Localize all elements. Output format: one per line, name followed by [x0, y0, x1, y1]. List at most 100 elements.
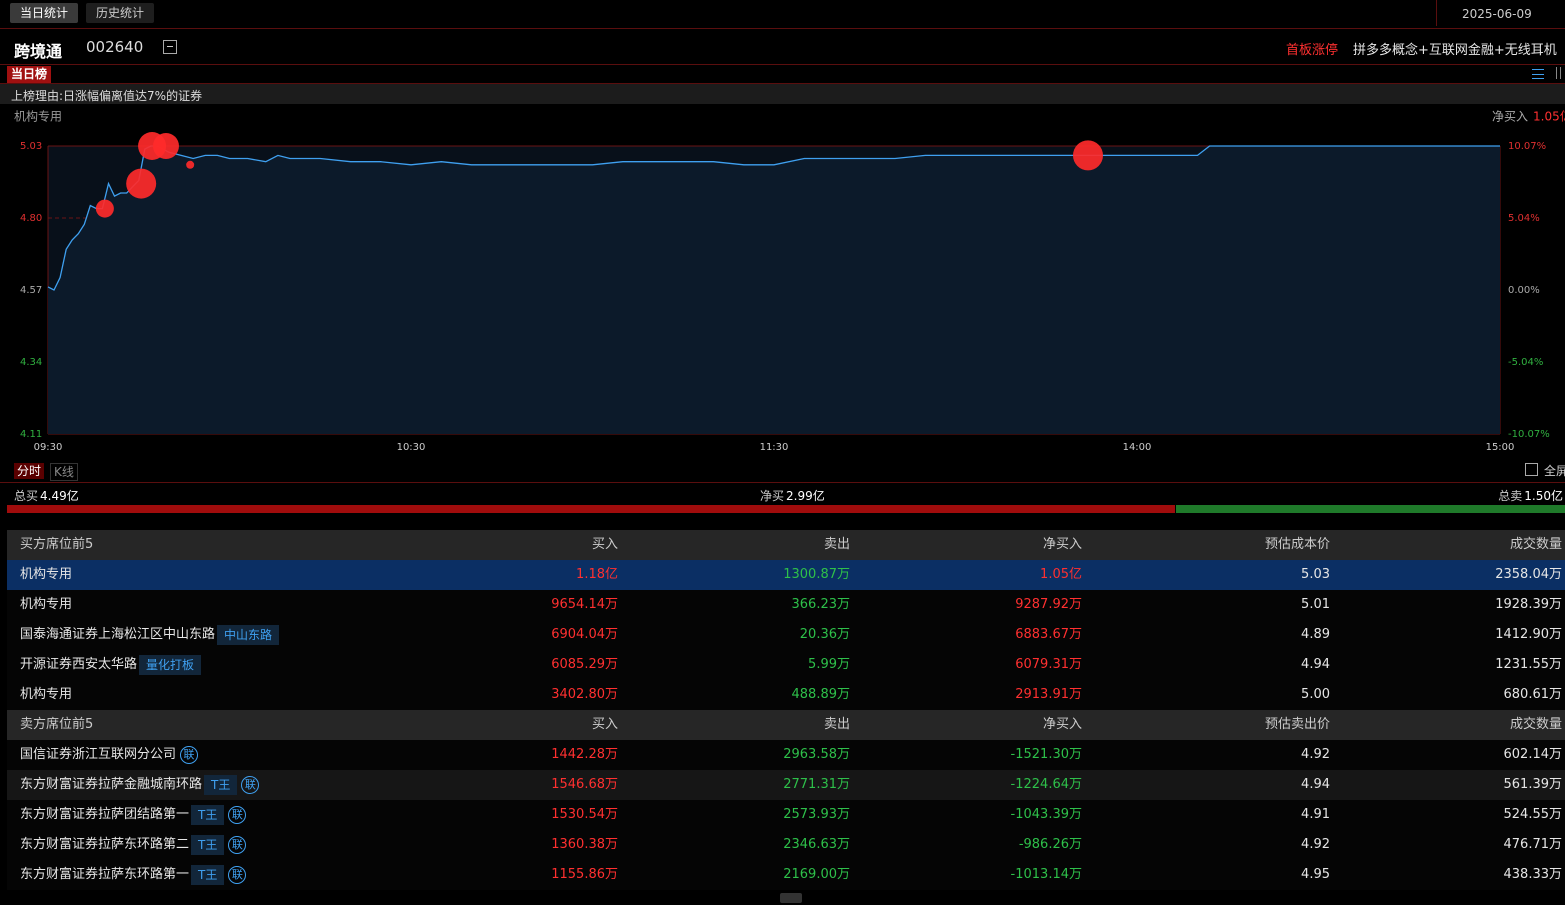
- seat-tag: T王: [204, 774, 238, 795]
- trade-marker: [152, 133, 179, 159]
- column-header: 预估卖出价: [1264, 717, 1330, 732]
- trade-marker: [1072, 140, 1103, 171]
- seat-name-text: 东方财富证券拉萨东环路第二: [20, 837, 190, 852]
- table-cell: 1928.39万: [1495, 597, 1562, 612]
- table-cell: 4.91: [1301, 807, 1330, 822]
- summary-label: 总买: [14, 489, 39, 503]
- table-cell: -1521.30万: [1010, 747, 1082, 762]
- column-header: 净买入: [1042, 537, 1082, 552]
- tab-history[interactable]: 历史统计: [86, 3, 155, 23]
- table-cell: 6085.29万: [551, 657, 618, 672]
- table-header: 卖方席位前5 买入 卖出 净买入 预估卖出价 成交数量: [7, 710, 1565, 740]
- table-row[interactable]: 开源证券西安太华路 量化打板 6085.29万 5.99万 6079.31万 4.94 12…: [7, 650, 1565, 680]
- seat-tag: T王: [191, 804, 225, 825]
- seat-icon[interactable]: 联: [228, 835, 247, 854]
- table-row[interactable]: 机构专用 1.18亿 1300.87万 1.05亿 5.03 2358.04万: [7, 560, 1565, 590]
- tab-intraday[interactable]: 分时: [14, 463, 45, 479]
- table-row[interactable]: 国信证券浙江互联网分公司联 1442.28万 2963.58万 -1521.30万 4.…: [7, 740, 1565, 770]
- net-buy-label: 净买入: [1492, 110, 1528, 124]
- table-cell: 20.36万: [799, 627, 850, 642]
- seat-name: 国信证券浙江互联网分公司联: [20, 740, 199, 770]
- seat-icon[interactable]: 联: [228, 865, 247, 884]
- rule: [0, 83, 1565, 84]
- seat-name-text: 开源证券西安太华路: [20, 657, 138, 672]
- table-cell: 9287.92万: [1015, 597, 1082, 612]
- seat-name: 机构专用: [20, 560, 72, 590]
- table-cell: 4.92: [1301, 747, 1330, 762]
- column-header: 买入: [591, 537, 618, 552]
- seat-icon[interactable]: 联: [228, 805, 247, 824]
- x-tick-label: 15:00: [1486, 442, 1515, 453]
- table-row[interactable]: 机构专用 3402.80万 488.89万 2913.91万 5.00 680.61万: [7, 680, 1565, 710]
- seat-name: 东方财富证券拉萨金融城南环路 T王联: [20, 770, 260, 800]
- table-cell: 476.71万: [1503, 837, 1563, 852]
- header-title: 卖方席位前5: [20, 717, 94, 732]
- bars-icon[interactable]: [1556, 67, 1561, 79]
- table-cell: 9654.14万: [551, 597, 618, 612]
- x-tick-label: 10:30: [397, 442, 426, 453]
- reason-bar: [0, 84, 1565, 104]
- summary-label: 总卖: [1498, 489, 1523, 503]
- scroll-handle[interactable]: [780, 893, 802, 903]
- table-row[interactable]: 东方财富证券拉萨东环路第二 T王联 1360.38万 2346.63万 -986.26万…: [7, 830, 1565, 860]
- table-cell: -1013.14万: [1010, 867, 1082, 882]
- table-cell: 1360.38万: [551, 837, 618, 852]
- y2-tick-label: -10.07%: [1508, 429, 1550, 440]
- table-cell: 561.39万: [1503, 777, 1563, 792]
- y-tick-label: 4.80: [20, 213, 42, 224]
- table-cell: 4.94: [1301, 657, 1330, 672]
- tab-kline[interactable]: K线: [50, 463, 78, 481]
- table-cell: 1231.55万: [1495, 657, 1562, 672]
- seat-tag: 量化打板: [139, 654, 202, 675]
- seat-icon[interactable]: 联: [241, 775, 260, 794]
- column-header: 卖出: [823, 717, 850, 732]
- table-row[interactable]: 机构专用 9654.14万 366.23万 9287.92万 5.01 1928.39万: [7, 590, 1565, 620]
- tab-today[interactable]: 当日统计: [10, 3, 79, 23]
- x-tick-label: 11:30: [760, 442, 789, 453]
- seat-name-text: 东方财富证券拉萨东环路第一: [20, 867, 190, 882]
- column-header: 成交数量: [1509, 717, 1562, 732]
- fullscreen-icon[interactable]: [1525, 463, 1538, 476]
- board-label: 当日榜: [7, 66, 52, 83]
- concepts: 拼多多概念+互联网金融+无线耳机: [1353, 43, 1557, 58]
- seat-icon[interactable]: 联: [180, 745, 199, 764]
- table-row[interactable]: 东方财富证券拉萨东环路第一 T王联 1155.86万 2169.00万 -1013.14…: [7, 860, 1565, 890]
- seat-name: 机构专用: [20, 680, 72, 710]
- summary: 总买 4.49亿 净买 2.99亿 总卖 1.50亿: [0, 485, 1565, 515]
- summary-label: 净买: [760, 489, 785, 503]
- table-row[interactable]: 东方财富证券拉萨团结路第一 T王联 1530.54万 2573.93万 -1043.39…: [7, 800, 1565, 830]
- y-tick-label: 5.03: [20, 141, 42, 152]
- seat-name-text: 国信证券浙江互联网分公司: [20, 747, 177, 762]
- table-cell: 1442.28万: [551, 747, 618, 762]
- seat-tag: T王: [191, 864, 225, 885]
- seat-name-text: 机构专用: [20, 687, 73, 702]
- table-cell: 2169.00万: [783, 867, 850, 882]
- table-row[interactable]: 东方财富证券拉萨金融城南环路 T王联 1546.68万 2771.31万 -1224.6…: [7, 770, 1565, 800]
- table-cell: 1300.87万: [783, 567, 850, 582]
- tables: 买方席位前5 买入 卖出 净买入 预估成本价 成交数量 机构专用 1.18亿 1300.87万 1…: [0, 530, 1565, 905]
- table-cell: 5.03: [1301, 567, 1330, 582]
- net-buy-value: 1.05亿: [1533, 109, 1565, 124]
- table-cell: 2771.31万: [783, 777, 850, 792]
- y2-tick-label: 5.04%: [1508, 213, 1540, 224]
- x-tick-label: 09:30: [34, 442, 63, 453]
- trade-marker: [126, 168, 157, 199]
- y-tick-label: 4.34: [20, 357, 42, 368]
- table-cell: 2913.91万: [1015, 687, 1082, 702]
- table-cell: 6904.04万: [551, 627, 618, 642]
- seat-name-text: 国泰海通证券上海松江区中山东路: [20, 627, 216, 642]
- x-tick-label: 14:00: [1123, 442, 1152, 453]
- list-icon[interactable]: [1532, 67, 1544, 79]
- table-cell: 5.99万: [808, 657, 850, 672]
- table-cell: 2346.63万: [783, 837, 850, 852]
- seat-name-text: 机构专用: [20, 567, 73, 582]
- column-header: 卖出: [823, 537, 850, 552]
- table-cell: 5.00: [1301, 687, 1330, 702]
- table-row[interactable]: 国泰海通证券上海松江区中山东路 中山东路 6904.04万 20.36万 6883.67…: [7, 620, 1565, 650]
- summary-buy: 总买 4.49亿: [14, 487, 79, 504]
- fullscreen[interactable]: 全屏: [1544, 464, 1565, 478]
- trade-marker: [95, 199, 114, 218]
- collapse-button[interactable]: [163, 40, 177, 54]
- date: 2025-06-09: [1462, 7, 1532, 21]
- area: [48, 146, 1500, 434]
